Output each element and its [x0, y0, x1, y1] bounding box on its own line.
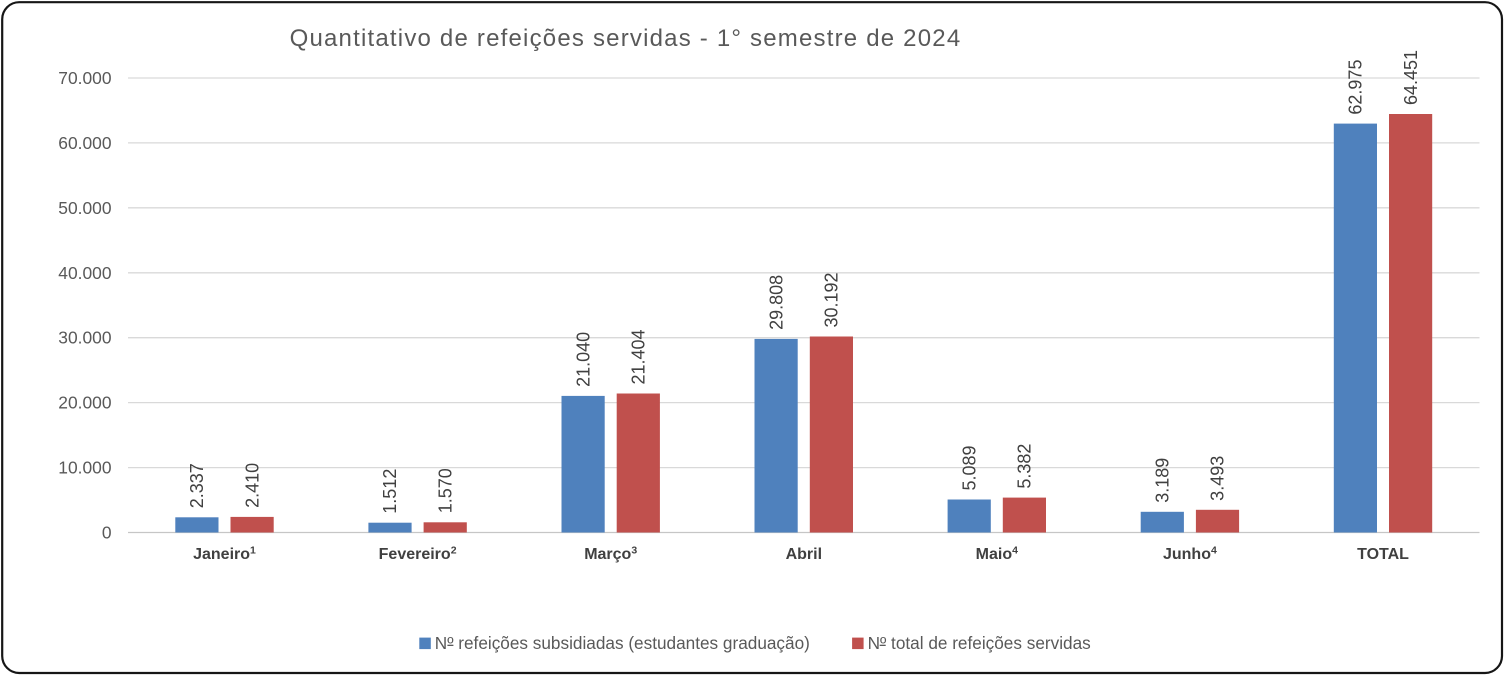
- svg-text:30.192: 30.192: [822, 272, 842, 327]
- svg-text:21.404: 21.404: [629, 329, 649, 384]
- svg-text:Fevereiro2: Fevereiro2: [379, 545, 457, 564]
- svg-text:60.000: 60.000: [58, 133, 111, 153]
- svg-text:5.089: 5.089: [959, 445, 979, 490]
- svg-text:Março3: Março3: [584, 545, 637, 564]
- svg-text:20.000: 20.000: [58, 393, 111, 413]
- svg-text:1.512: 1.512: [380, 469, 400, 514]
- svg-text:Abril: Abril: [786, 546, 822, 563]
- svg-text:Janeiro1: Janeiro1: [193, 545, 256, 564]
- svg-text:40.000: 40.000: [58, 263, 111, 283]
- svg-text:70.000: 70.000: [58, 68, 111, 88]
- svg-text:Nº total de refeições servidas: Nº total de refeições servidas: [868, 633, 1091, 653]
- svg-text:3.493: 3.493: [1208, 456, 1228, 501]
- svg-text:Quantitativo de refeições serv: Quantitativo de refeições servidas - 1° …: [290, 25, 962, 52]
- svg-text:3.189: 3.189: [1153, 458, 1173, 503]
- svg-text:62.975: 62.975: [1346, 60, 1366, 115]
- svg-text:Junho4: Junho4: [1163, 545, 1217, 564]
- svg-text:2.410: 2.410: [242, 463, 262, 508]
- svg-text:10.000: 10.000: [58, 458, 111, 478]
- svg-text:1.570: 1.570: [435, 468, 455, 513]
- svg-text:Maio4: Maio4: [976, 545, 1018, 564]
- svg-text:30.000: 30.000: [58, 328, 111, 348]
- svg-text:50.000: 50.000: [58, 198, 111, 218]
- svg-text:TOTAL: TOTAL: [1357, 546, 1409, 563]
- svg-text:0: 0: [102, 523, 112, 543]
- svg-text:Nº refeições subsidiadas (estu: Nº refeições subsidiadas (estudantes gra…: [435, 633, 810, 653]
- svg-text:64.451: 64.451: [1401, 50, 1421, 105]
- svg-text:29.808: 29.808: [766, 275, 786, 330]
- svg-text:2.337: 2.337: [187, 463, 207, 508]
- svg-text:21.040: 21.040: [573, 332, 593, 387]
- svg-text:5.382: 5.382: [1015, 444, 1035, 489]
